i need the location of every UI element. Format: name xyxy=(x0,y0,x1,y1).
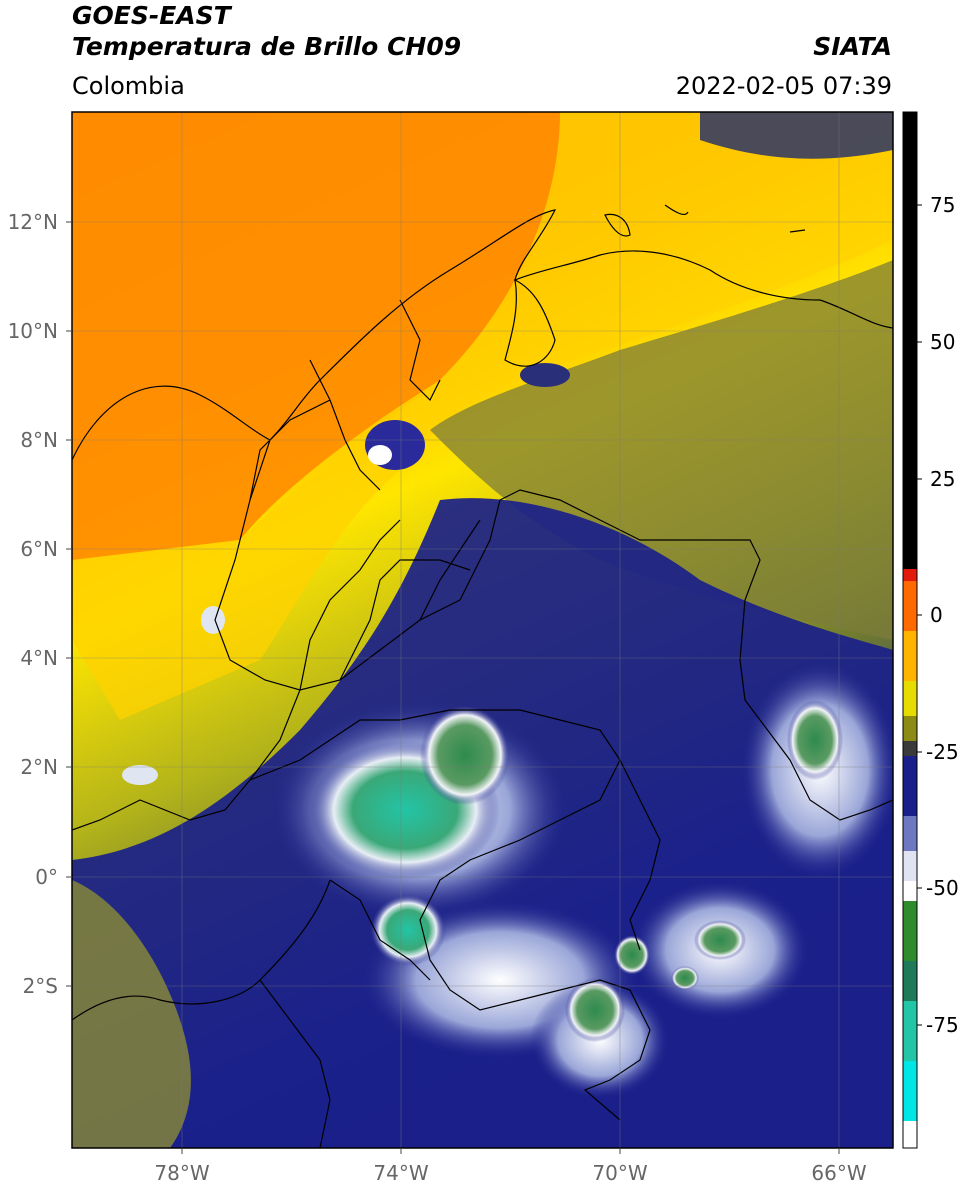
colorbar-segment-green xyxy=(903,901,917,961)
coastlines-and-borders xyxy=(72,204,893,1148)
colorbar-tick-label: 25 xyxy=(930,467,955,491)
colorbar: 75 50 25 0 -25 -50 -75 xyxy=(902,111,959,1149)
lat-label: 10°N xyxy=(8,319,58,343)
colorbar-segment-white xyxy=(903,881,917,901)
lon-label: 78°W xyxy=(154,1161,209,1185)
brightness-temperature-imagery xyxy=(72,112,893,1148)
satellite-name: GOES-EAST xyxy=(72,1,231,30)
agency-label: SIATA xyxy=(813,32,892,61)
colorbar-segment-red xyxy=(903,569,917,581)
colorbar-segment-navy xyxy=(903,756,917,816)
colorbar-tick-label: -25 xyxy=(926,740,959,764)
product-name: Temperatura de Brillo CH09 xyxy=(72,32,462,61)
lat-label: 4°N xyxy=(20,646,58,670)
lat-label: 0° xyxy=(35,865,58,889)
lat-label: 12°N xyxy=(8,210,58,234)
colorbar-tick-label: -75 xyxy=(926,1013,959,1037)
lon-label: 74°W xyxy=(373,1161,428,1185)
lon-label: 66°W xyxy=(811,1161,866,1185)
colorbar-tick-label: 50 xyxy=(930,330,955,354)
colorbar-segment-olive xyxy=(903,716,917,741)
colorbar-segment-teal xyxy=(903,1001,917,1061)
lat-label: 2°N xyxy=(20,755,58,779)
colorbar-segment-orange xyxy=(903,581,917,631)
longitude-axis: 78°W 74°W 70°W 66°W xyxy=(154,1148,867,1185)
colorbar-segment-grey xyxy=(903,741,917,756)
map-frame xyxy=(71,111,894,1149)
colorbar-segment-yellow xyxy=(903,681,917,716)
timestamp-label: 2022-02-05 07:39 xyxy=(675,72,892,100)
lat-label: 8°N xyxy=(20,428,58,452)
lat-label: 2°S xyxy=(23,974,58,998)
colorbar-tick-label: -50 xyxy=(926,876,959,900)
colorbar-segment-cyan xyxy=(903,1061,917,1121)
colorbar-tick-label: 0 xyxy=(930,603,943,627)
colorbar-segment-black xyxy=(903,112,917,569)
colorbar-segment-amber xyxy=(903,631,917,681)
lon-label: 70°W xyxy=(592,1161,647,1185)
gridlines xyxy=(72,112,893,1148)
map-title: GOES-EAST Temperatura de Brillo CH09 xyxy=(72,0,461,62)
lat-label: 6°N xyxy=(20,537,58,561)
colorbar-segment-bottom-white xyxy=(903,1121,917,1148)
latitude-axis: 12°N 10°N 8°N 6°N 4°N 2°N 0° 2°S xyxy=(8,210,72,998)
colorbar-segment-pale xyxy=(903,851,917,881)
colorbar-segment-lavender xyxy=(903,816,917,851)
region-label: Colombia xyxy=(72,72,185,100)
colorbar-tick-label: 75 xyxy=(930,193,955,217)
colorbar-segment-darkteal xyxy=(903,961,917,1001)
